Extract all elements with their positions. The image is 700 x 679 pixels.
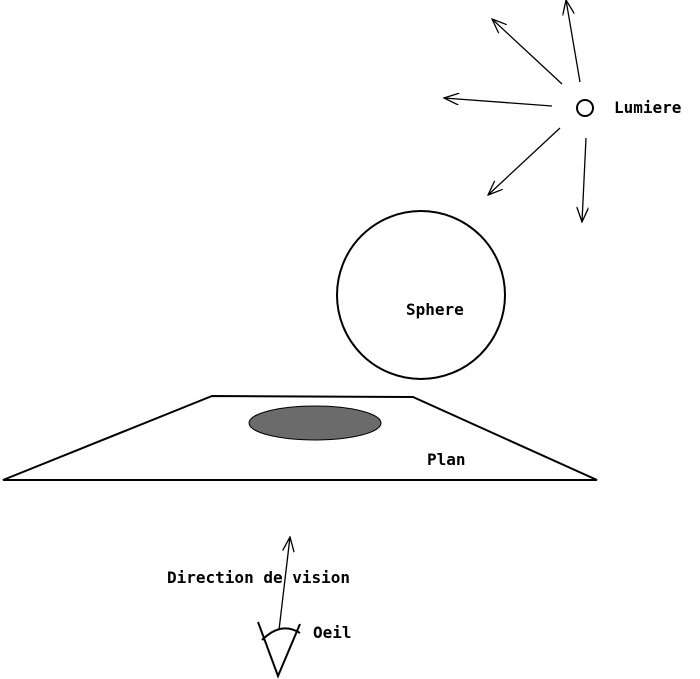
- light-ray-up: [566, 0, 581, 83]
- light-label: Lumiere: [614, 98, 681, 117]
- light-ray-left: [444, 98, 553, 107]
- light-ray-down-left: [488, 127, 561, 195]
- light-source: [444, 0, 594, 222]
- sphere-label: Sphere: [406, 300, 464, 319]
- plane: [2, 394, 598, 481]
- light-ray-up-left: [492, 19, 563, 85]
- view-direction-label: Direction de vision: [167, 568, 350, 587]
- eye-label: Oeil: [313, 623, 352, 642]
- sphere: [336, 210, 506, 380]
- plane-label: Plan: [427, 450, 466, 469]
- eye-icon: [257, 621, 301, 679]
- view-direction-arrow: [278, 537, 290, 631]
- light-ray-down: [582, 137, 586, 222]
- sphere-shadow: [248, 405, 382, 441]
- light-source-circle-icon: [576, 99, 594, 117]
